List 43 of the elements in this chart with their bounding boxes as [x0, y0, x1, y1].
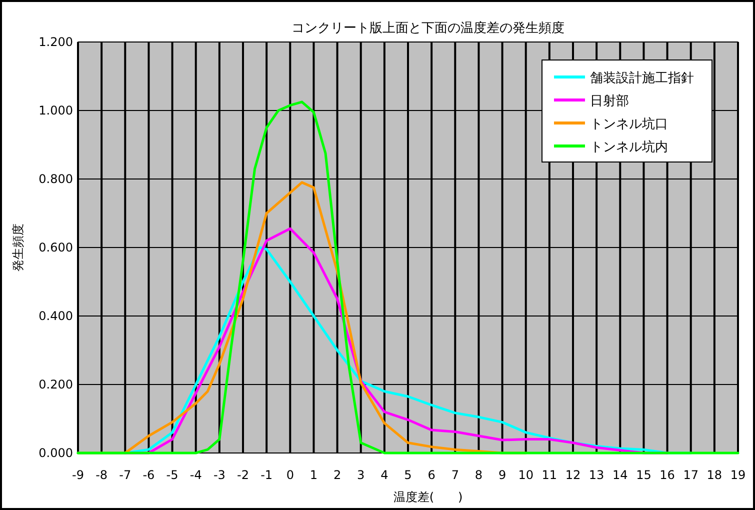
x-tick-label: 7	[451, 468, 459, 482]
y-tick-label: 0.200	[38, 378, 73, 392]
x-tick-label: 0	[286, 468, 294, 482]
chart-title: コンクリート版上面と下面の温度差の発生頻度	[292, 20, 564, 36]
legend-label: 日射部	[590, 94, 629, 109]
x-tick-label: -5	[166, 468, 178, 482]
x-tick-label: 8	[474, 468, 483, 482]
x-tick-label: -4	[190, 468, 202, 482]
x-tick-label: 15	[636, 468, 652, 482]
x-tick-label: 10	[518, 468, 534, 482]
x-tick-label: 1	[310, 468, 318, 482]
y-axis-title: 発生頻度	[11, 224, 25, 272]
x-tick-label: 4	[380, 468, 388, 482]
y-tick-label: 0.800	[38, 172, 73, 186]
x-tick-label: 14	[612, 468, 628, 482]
x-tick-label: -1	[260, 468, 273, 482]
x-tick-label: -8	[96, 468, 108, 482]
x-tick-label: 19	[730, 468, 746, 482]
x-tick-label: 6	[428, 468, 436, 482]
x-tick-label: 5	[404, 468, 412, 482]
x-tick-label: 3	[357, 468, 365, 482]
x-tick-label: 9	[498, 468, 506, 482]
x-tick-label: -9	[72, 468, 84, 482]
x-tick-label: -7	[119, 468, 132, 482]
x-tick-label: 11	[542, 468, 558, 482]
y-tick-label: 0.400	[38, 309, 73, 323]
x-tick-label: 18	[706, 468, 722, 482]
x-tick-label: 16	[660, 468, 675, 482]
x-tick-label: -3	[213, 468, 226, 482]
x-tick-label: 17	[683, 468, 698, 482]
x-tick-label: -2	[237, 468, 249, 482]
x-tick-label: 12	[565, 468, 581, 482]
y-tick-label: 1.000	[38, 104, 73, 118]
legend-label: 舗装設計施工指針	[590, 71, 694, 86]
x-axis-title: 温度差( )	[393, 490, 463, 504]
x-tick-label: 13	[588, 468, 604, 482]
y-tick-label: 0.600	[38, 240, 73, 254]
legend-label: トンネル坑内	[590, 140, 668, 155]
x-tick-label: -6	[142, 468, 155, 482]
x-tick-label: 2	[333, 468, 342, 482]
y-tick-label: 0.000	[38, 446, 73, 460]
y-tick-label: 1.200	[38, 35, 73, 49]
legend-label: トンネル坑口	[590, 117, 668, 132]
